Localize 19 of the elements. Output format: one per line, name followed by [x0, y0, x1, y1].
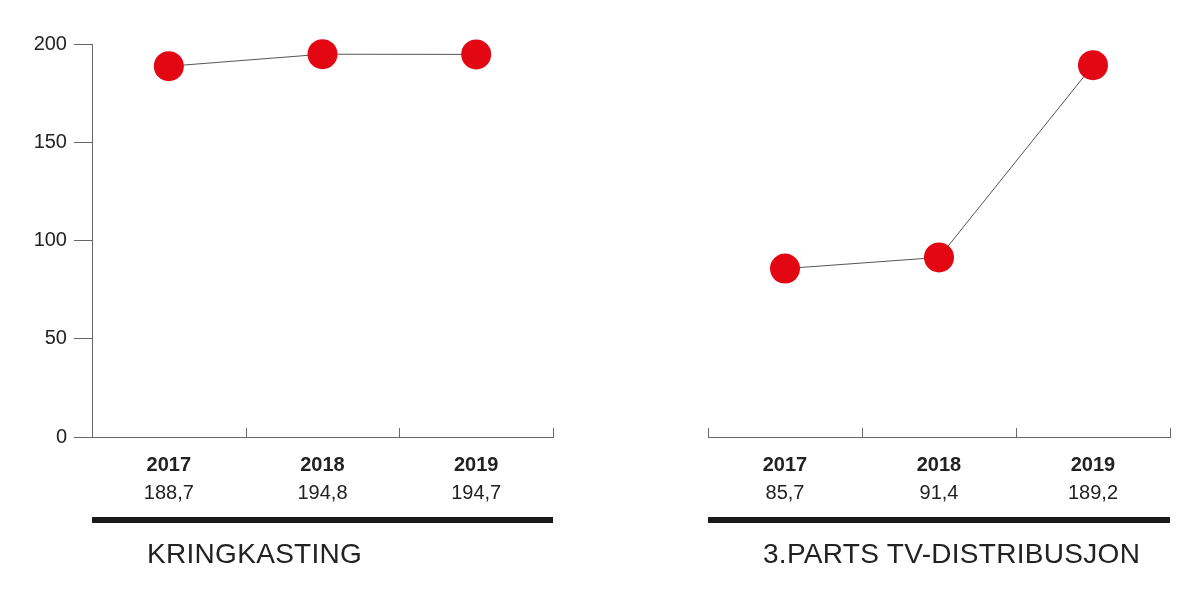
x-tick-label: 2018	[916, 452, 962, 475]
x-tick-label: 2019	[453, 452, 499, 475]
x-tick-label: 2017	[762, 452, 808, 475]
text: 3.PARTS TV-DISTRIBUSJON	[763, 538, 1141, 570]
x-tick-label: 2017	[146, 452, 192, 475]
y-tick-label: 100	[33, 228, 67, 251]
data-label: 85,7	[765, 480, 805, 503]
y-tick-label: 150	[33, 129, 67, 152]
text: KRINGKASTING	[147, 538, 363, 570]
data-label: 91,4	[919, 480, 959, 503]
y-tick-label: 200	[33, 31, 67, 54]
data-label: 189,2	[1067, 480, 1119, 503]
y-tick-label: 0	[55, 424, 67, 447]
data-label: 194,7	[451, 480, 502, 503]
data-label: 188,7	[143, 480, 194, 503]
y-tick-label: 50	[44, 326, 67, 349]
x-tick-label: 2019	[1070, 452, 1116, 475]
data-label: 194,8	[297, 480, 348, 503]
x-tick-label: 2018	[300, 452, 345, 475]
